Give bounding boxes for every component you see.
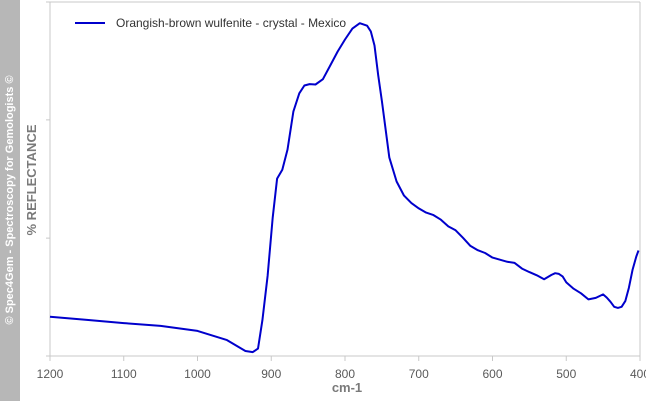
series-line-wulfenite (49, 22, 640, 354)
x-tick-label-600: 600 (482, 367, 502, 381)
x-tick-label-1100: 1100 (111, 367, 137, 381)
y-axis-title: % REFLECTANCE (24, 124, 39, 235)
x-tick-label-1000: 1000 (184, 367, 211, 381)
x-axis-ticks: 1200 1100 1000 900 800 700 600 500 400 (37, 356, 646, 381)
x-tick-label-900: 900 (261, 367, 281, 381)
watermark-strip: © Spec4Gem - Spectroscopy for Gemologist… (0, 0, 20, 401)
x-axis-title: cm-1 (332, 380, 362, 395)
x-tick-label-800: 800 (335, 367, 355, 381)
legend-label: Orangish-brown wulfenite - crystal - Mex… (116, 16, 346, 30)
x-tick-label-1200: 1200 (37, 367, 64, 381)
y-axis-ticks (46, 1, 50, 357)
x-tick-label-500: 500 (556, 367, 576, 381)
x-tick-label-700: 700 (409, 367, 429, 381)
x-tick-label-400: 400 (630, 367, 646, 381)
